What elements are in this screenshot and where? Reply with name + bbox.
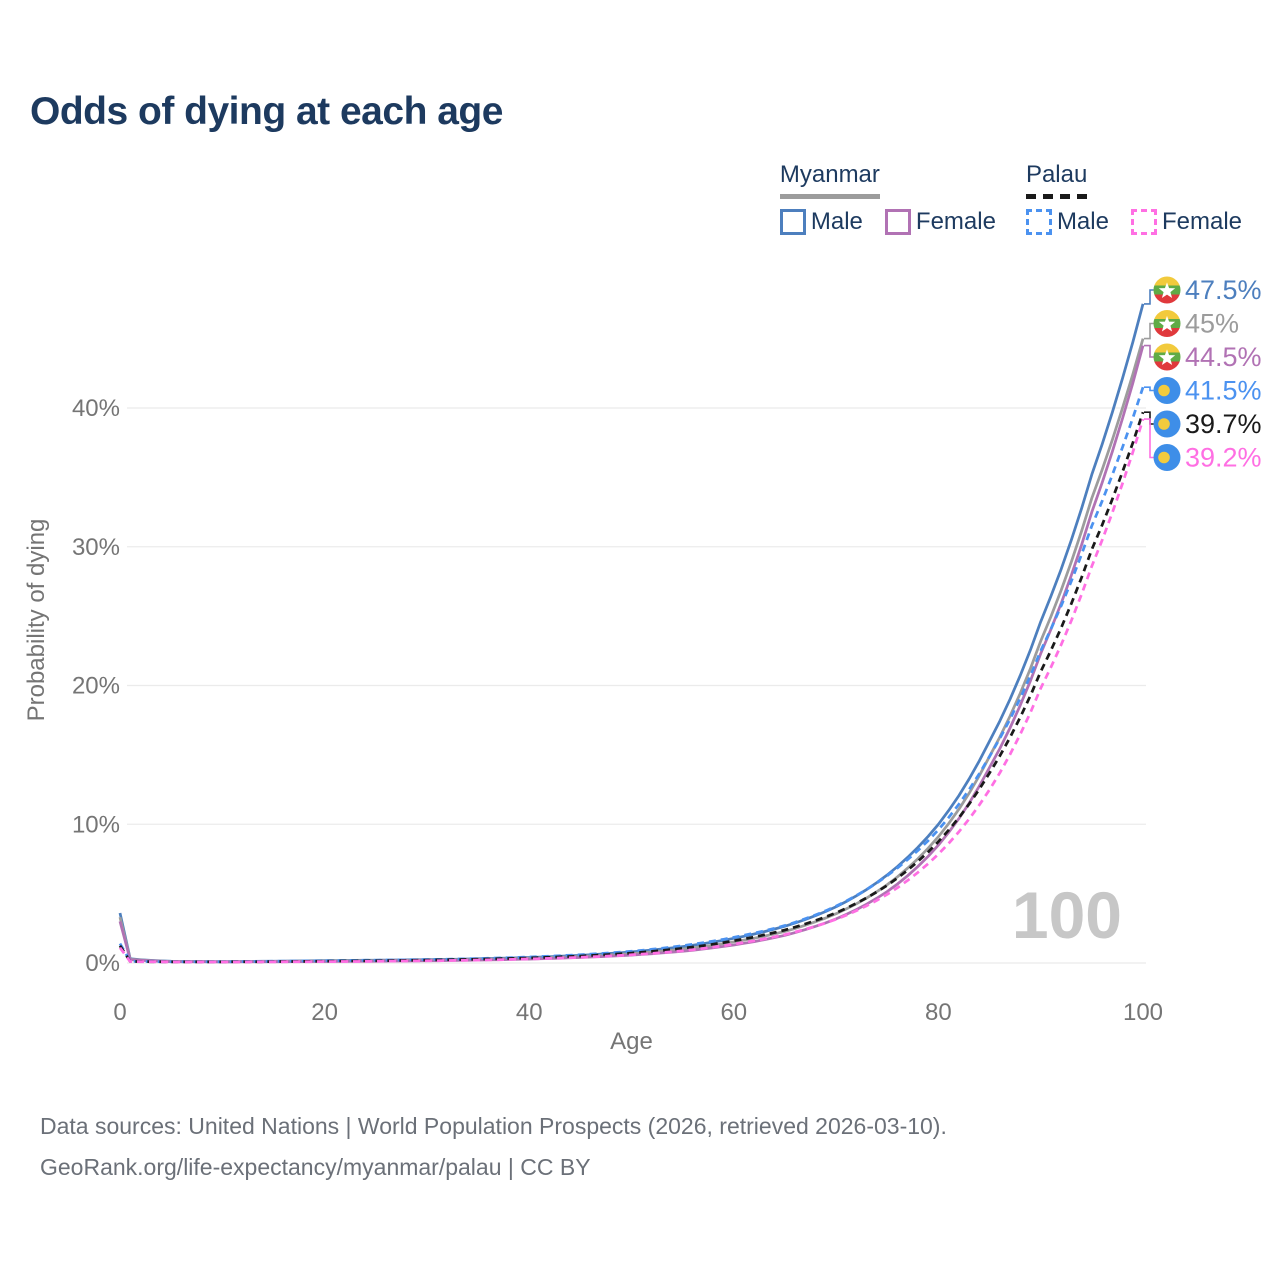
legend-item-label: Male <box>1056 208 1109 235</box>
legend-item-label: Female <box>1161 208 1242 235</box>
x-tick-label: 60 <box>720 999 747 1026</box>
series-line-myanmar-male <box>118 303 1145 963</box>
end-label-value: 39.2% <box>1185 443 1262 473</box>
age-counter-watermark: 100 <box>1012 878 1122 952</box>
myanmar-female-swatch-icon <box>884 209 911 235</box>
star-icon <box>1158 349 1176 365</box>
y-tick-label: 40% <box>72 395 120 422</box>
end-label-connector <box>1144 344 1154 358</box>
end-label-value: 41.5% <box>1185 376 1262 406</box>
end-label-connector <box>1144 418 1154 459</box>
data-sources-footer: Data sources: United Nations | World Pop… <box>40 1106 947 1188</box>
end-label-connector <box>1144 289 1154 305</box>
palau-male-swatch-icon <box>1025 209 1052 235</box>
star-icon <box>1158 315 1176 332</box>
end-label-connector <box>1144 322 1154 340</box>
myanmar-flag-icon <box>1153 310 1181 337</box>
y-tick-label: 20% <box>72 673 120 700</box>
footer-line-2: GeoRank.org/life-expectancy/myanmar/pala… <box>40 1154 591 1180</box>
x-tick-label: 40 <box>516 999 543 1026</box>
palau-female-swatch-icon <box>1130 209 1157 235</box>
myanmar-male-swatch-icon <box>779 209 806 235</box>
legend-item-palau-female[interactable]: Female <box>1130 208 1242 236</box>
legend-item-palau-male[interactable]: Male <box>1025 208 1109 236</box>
legend-group-myanmar: Myanmar Male Female <box>779 161 996 236</box>
end-label-value: 44.5% <box>1185 342 1262 372</box>
y-tick-label: 30% <box>72 534 120 561</box>
end-label-connector <box>1144 386 1154 392</box>
legend-country-palau[interactable]: Palau <box>1025 161 1088 199</box>
x-tick-label: 80 <box>925 999 952 1026</box>
series-line-myanmar-both-sexes- <box>118 338 1145 964</box>
legend: Myanmar Male Female Palau Male <box>779 161 1242 236</box>
end-label-connector <box>1144 411 1154 425</box>
page-title: Odds of dying at each age <box>30 90 503 133</box>
legend-item-label: Male <box>810 208 863 235</box>
end-label-value: 45% <box>1185 309 1239 339</box>
y-axis-title: Probability of dying <box>23 519 50 722</box>
y-tick-label: 0% <box>85 950 120 977</box>
series-line-palau-male <box>118 386 1145 964</box>
series-line-myanmar-female <box>118 345 1145 964</box>
legend-item-label: Female <box>915 208 996 235</box>
footer-line-1: Data sources: United Nations | World Pop… <box>40 1113 947 1139</box>
end-label-value: 47.5% <box>1185 275 1262 305</box>
x-tick-label: 0 <box>113 999 126 1026</box>
y-tick-label: 10% <box>72 811 120 838</box>
myanmar-flag-icon <box>1153 343 1181 371</box>
x-tick-label: 100 <box>1123 999 1163 1026</box>
legend-country-myanmar[interactable]: Myanmar <box>779 161 880 199</box>
star-icon <box>1158 282 1176 298</box>
series-line-palau-both-sexes- <box>118 411 1145 964</box>
x-axis-title: Age <box>610 1028 653 1055</box>
palau-flag-moon-icon <box>1158 451 1170 464</box>
myanmar-flag-icon <box>1153 276 1181 304</box>
legend-item-myanmar-female[interactable]: Female <box>884 208 996 236</box>
legend-item-myanmar-male[interactable]: Male <box>779 208 863 236</box>
end-label-value: 39.7% <box>1185 409 1262 439</box>
x-tick-label: 20 <box>311 999 338 1026</box>
palau-flag-moon-icon <box>1158 384 1170 397</box>
palau-flag-moon-icon <box>1158 418 1170 430</box>
series-line-palau-female <box>118 418 1145 964</box>
legend-group-palau: Palau Male Female <box>1025 161 1242 236</box>
